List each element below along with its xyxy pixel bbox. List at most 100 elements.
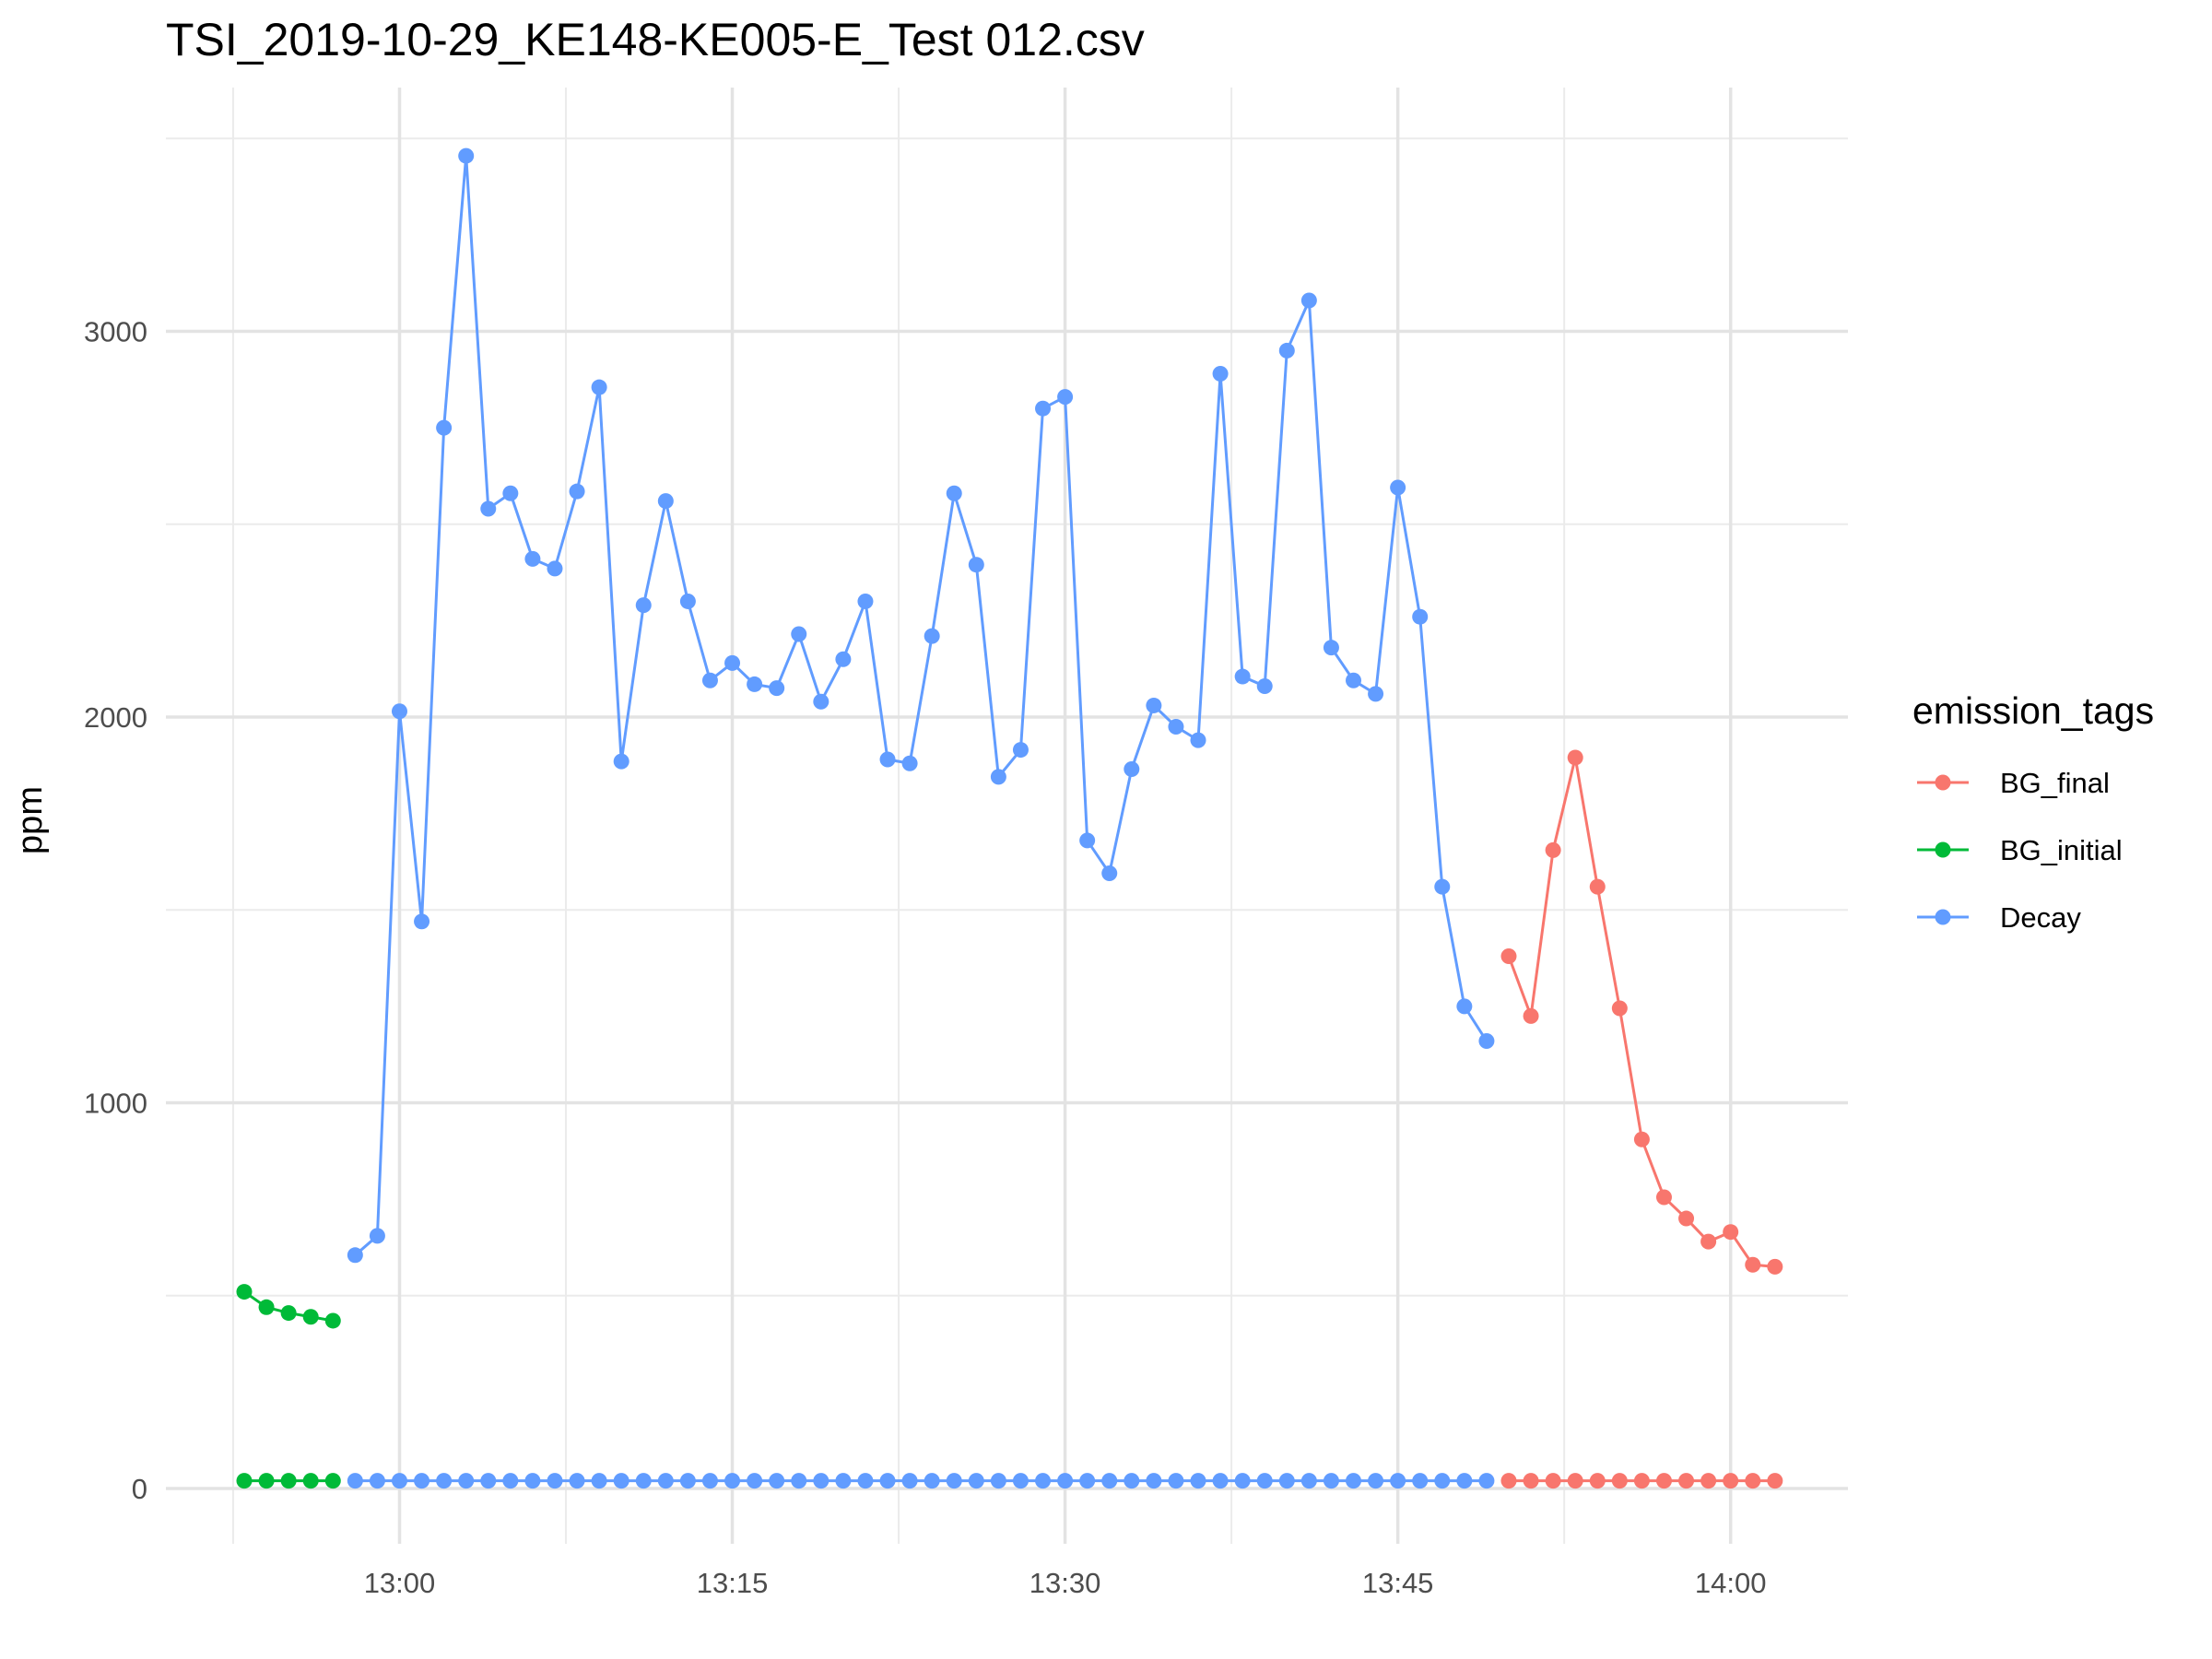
data-point [924, 1473, 940, 1489]
series-layer [236, 147, 1783, 1489]
data-point [1611, 1000, 1628, 1017]
data-point [414, 1473, 430, 1489]
x-tick-label: 13:30 [1030, 1567, 1101, 1599]
data-point [1168, 1473, 1184, 1489]
data-point [879, 1473, 896, 1489]
data-point [1234, 668, 1251, 685]
data-point [1589, 878, 1606, 895]
data-point [502, 485, 519, 501]
legend-key-point [1935, 774, 1951, 791]
data-point [1633, 1473, 1650, 1489]
data-point [1012, 1473, 1029, 1489]
data-point [1745, 1473, 1761, 1489]
data-point [280, 1305, 297, 1322]
data-point [1456, 998, 1473, 1015]
data-point [924, 628, 940, 644]
data-point [569, 483, 585, 500]
data-point [369, 1473, 385, 1489]
data-point [236, 1284, 253, 1300]
series-line [1507, 757, 1775, 1268]
data-point [1456, 1473, 1473, 1489]
data-point [613, 1473, 629, 1489]
data-point [1700, 1473, 1717, 1489]
data-point [1767, 1258, 1783, 1275]
data-point [302, 1473, 319, 1489]
y-tick-label: 3000 [84, 316, 147, 348]
data-point [436, 1473, 453, 1489]
data-point [1678, 1473, 1695, 1489]
data-point [968, 1473, 984, 1489]
data-point [791, 1473, 807, 1489]
data-point [1434, 1473, 1451, 1489]
data-point [1723, 1224, 1739, 1241]
data-point [1655, 1189, 1672, 1206]
data-point [857, 1473, 874, 1489]
data-point [302, 1309, 319, 1325]
data-point [1323, 640, 1339, 656]
data-point [1500, 947, 1517, 964]
data-point [1190, 1473, 1206, 1489]
data-point [1368, 686, 1384, 702]
data-point [1035, 1473, 1052, 1489]
data-point [458, 1473, 475, 1489]
data-point [1412, 608, 1429, 625]
data-point [324, 1312, 341, 1329]
data-point [1723, 1473, 1739, 1489]
data-point [591, 1473, 607, 1489]
grid-lines [166, 88, 1848, 1544]
data-point [1101, 865, 1118, 881]
data-point [635, 597, 652, 614]
data-point [1300, 1473, 1317, 1489]
legend: emission_tags BG_final BG_initial Decay [1912, 689, 2154, 934]
data-point [1545, 1473, 1561, 1489]
data-point [1745, 1256, 1761, 1273]
series-bg-initial [236, 1284, 341, 1489]
data-point [1146, 1473, 1162, 1489]
data-point [591, 379, 607, 395]
data-point [879, 751, 896, 768]
data-point [1567, 1473, 1583, 1489]
data-point [1212, 366, 1229, 382]
data-point [1678, 1210, 1695, 1227]
data-point [502, 1473, 519, 1489]
data-point [724, 654, 741, 671]
x-tick-label: 13:15 [697, 1567, 769, 1599]
y-tick-label: 1000 [84, 1088, 147, 1120]
data-point [524, 550, 541, 567]
data-point [946, 1473, 962, 1489]
data-point [1212, 1473, 1229, 1489]
data-point [524, 1473, 541, 1489]
legend-key-point [1935, 909, 1951, 925]
x-tick-label: 13:45 [1362, 1567, 1434, 1599]
data-point [679, 593, 696, 609]
data-point [747, 676, 763, 692]
data-point [657, 493, 674, 510]
data-point [1346, 672, 1361, 688]
data-point [613, 753, 629, 770]
data-point [1190, 732, 1206, 748]
data-point [769, 680, 785, 697]
data-point [1567, 749, 1583, 766]
data-point [1390, 479, 1406, 496]
data-point [1523, 1007, 1539, 1024]
data-point [280, 1473, 297, 1489]
data-point [547, 1473, 563, 1489]
legend-label: BG_initial [2000, 834, 2123, 866]
data-point [391, 703, 407, 720]
data-point [436, 419, 453, 436]
data-point [901, 1473, 918, 1489]
legend-key-point [1935, 841, 1951, 858]
data-point [1278, 1473, 1295, 1489]
x-tick-label: 13:00 [364, 1567, 436, 1599]
data-point [724, 1473, 741, 1489]
data-point [1278, 342, 1295, 359]
data-point [1523, 1473, 1539, 1489]
data-point [1545, 841, 1561, 858]
x-tick-label: 14:00 [1695, 1567, 1767, 1599]
axis-labels: 0 1000 2000 3000 13:00 13:15 13:30 13:45 14:00 [84, 316, 1766, 1600]
data-point [1655, 1473, 1672, 1489]
data-point [1168, 718, 1184, 735]
data-point [679, 1473, 696, 1489]
legend-label: BG_final [2000, 767, 2110, 799]
